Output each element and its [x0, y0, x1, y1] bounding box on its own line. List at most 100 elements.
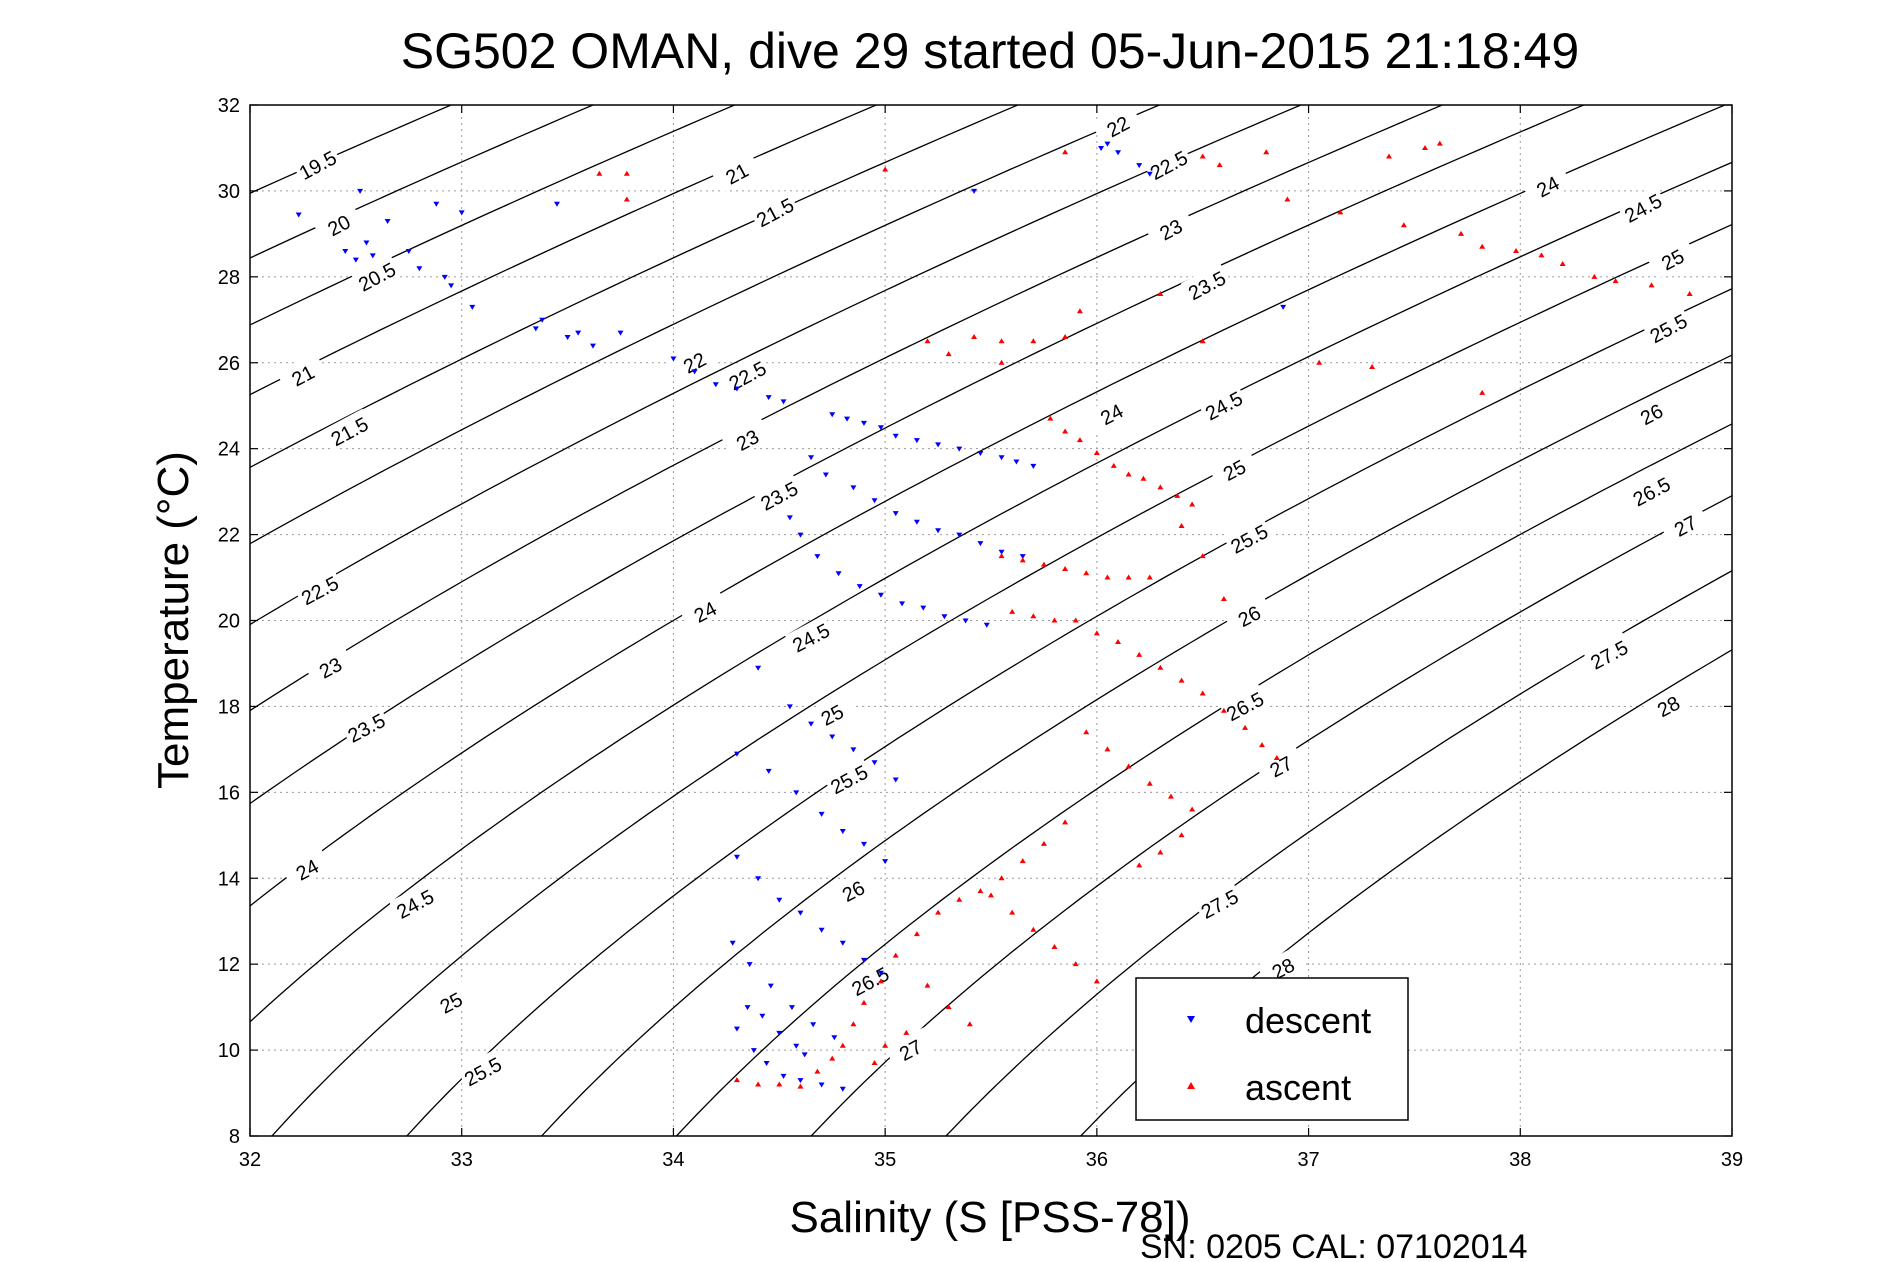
- ascent-point: [1062, 819, 1069, 825]
- descent-point: [342, 249, 349, 255]
- contour-label-bg: [710, 151, 762, 193]
- density-contour-line: [271, 223, 1732, 1136]
- density-contour-line: [250, 105, 595, 259]
- chart-title: SG502 OMAN, dive 29 started 05-Jun-2015 …: [401, 23, 1580, 79]
- descent-point: [755, 876, 762, 882]
- y-tick-label: 32: [218, 95, 240, 117]
- ascent-point: [1051, 943, 1058, 949]
- descent-point: [1115, 150, 1122, 156]
- x-tick-label: 37: [1297, 1149, 1319, 1171]
- descent-point: [1019, 554, 1026, 560]
- descent-point: [839, 1086, 846, 1092]
- descent-point: [433, 201, 440, 207]
- ascent-point: [1337, 209, 1344, 215]
- descent-point: [892, 433, 899, 439]
- descent-point: [814, 554, 821, 560]
- descent-point: [797, 532, 804, 538]
- descent-point: [733, 1026, 740, 1032]
- ascent-point: [1083, 570, 1090, 576]
- ascent-point: [1220, 596, 1227, 602]
- descent-point: [441, 274, 448, 280]
- contour-label-bg: [721, 417, 772, 460]
- ascent-point: [1422, 144, 1429, 150]
- ascent-point: [1220, 707, 1227, 713]
- descent-point: [1098, 145, 1105, 151]
- x-tick-label: 35: [874, 1149, 896, 1171]
- ascent-point: [945, 351, 952, 357]
- ascent-point: [1125, 471, 1132, 477]
- ascent-point: [1263, 149, 1270, 155]
- descent-point: [977, 541, 984, 547]
- descent-point: [469, 304, 476, 310]
- x-tick-label: 32: [239, 1149, 261, 1171]
- descent-point: [808, 455, 815, 461]
- contour-label-bg: [806, 692, 857, 735]
- descent-point: [892, 777, 899, 783]
- descent-point: [844, 416, 851, 422]
- legend-ascent-label: ascent: [1245, 1067, 1351, 1108]
- contour-label-bg: [1646, 236, 1697, 279]
- ascent-point: [1178, 522, 1185, 528]
- contour-label-bg: [1144, 206, 1196, 249]
- ascent-point: [998, 338, 1005, 344]
- contour-label-bg: [1142, 142, 1193, 185]
- contour-label-bg: [823, 756, 874, 799]
- ascent-point: [1110, 462, 1117, 468]
- descent-point: [860, 841, 867, 847]
- descent-point: [839, 828, 846, 834]
- density-contour-line: [250, 105, 737, 326]
- descent-point: [448, 283, 455, 289]
- ascent-point: [1093, 449, 1100, 455]
- ascent-point: [882, 1042, 889, 1048]
- descent-point: [786, 515, 793, 521]
- density-contour-line: [250, 105, 878, 396]
- density-contour-labels: 19.52020.52121.522.52323.52424.52525.521…: [276, 103, 1710, 1091]
- descent-point: [797, 910, 804, 916]
- contour-label-bg: [1180, 262, 1232, 305]
- descent-point: [539, 317, 546, 323]
- descent-point: [295, 212, 302, 218]
- ascent-point: [1458, 230, 1465, 236]
- ascent-point: [1146, 574, 1153, 580]
- contour-label-bg: [1255, 743, 1306, 786]
- ascent-point: [924, 982, 931, 988]
- ascent-point: [913, 931, 920, 937]
- descent-point: [1280, 304, 1287, 310]
- density-contour-line: [675, 423, 1732, 1136]
- descent-point: [458, 210, 465, 216]
- ascent-point: [1076, 437, 1083, 443]
- descent-point: [712, 382, 719, 388]
- descent-point: [818, 1082, 825, 1088]
- contour-label-bg: [749, 189, 800, 232]
- ascent-point: [1189, 501, 1196, 507]
- descent-point: [786, 704, 793, 710]
- contour-label-bg: [1223, 593, 1274, 636]
- descent-point: [759, 1013, 766, 1019]
- y-axis-label: Temperature (°C): [149, 451, 198, 789]
- descent-point: [1030, 463, 1037, 469]
- contour-label-bg: [1223, 516, 1274, 559]
- ascent-point: [1136, 651, 1143, 657]
- descent-point: [357, 188, 364, 194]
- ascent-point: [998, 553, 1005, 559]
- descent-point: [829, 734, 836, 740]
- ascent-point: [892, 952, 899, 958]
- descent-point: [384, 218, 391, 224]
- contour-label-bg: [456, 1048, 508, 1091]
- contour-label-bg: [1092, 103, 1143, 146]
- ascent-point: [1242, 724, 1249, 730]
- descent-point: [998, 549, 1005, 555]
- descent-point: [829, 412, 836, 418]
- ascent-point: [1076, 308, 1083, 314]
- ascent-point: [945, 1004, 952, 1010]
- ascent-point: [850, 1021, 857, 1027]
- ascent-point: [1216, 162, 1223, 168]
- descent-series: [295, 141, 1287, 1092]
- contour-label-bg: [1197, 383, 1249, 425]
- legend: descent ascent: [1135, 977, 1409, 1121]
- descent-point: [729, 940, 736, 946]
- ascent-point: [1157, 664, 1164, 670]
- ascent-point: [1040, 561, 1047, 567]
- density-contour-line: [250, 161, 1732, 1023]
